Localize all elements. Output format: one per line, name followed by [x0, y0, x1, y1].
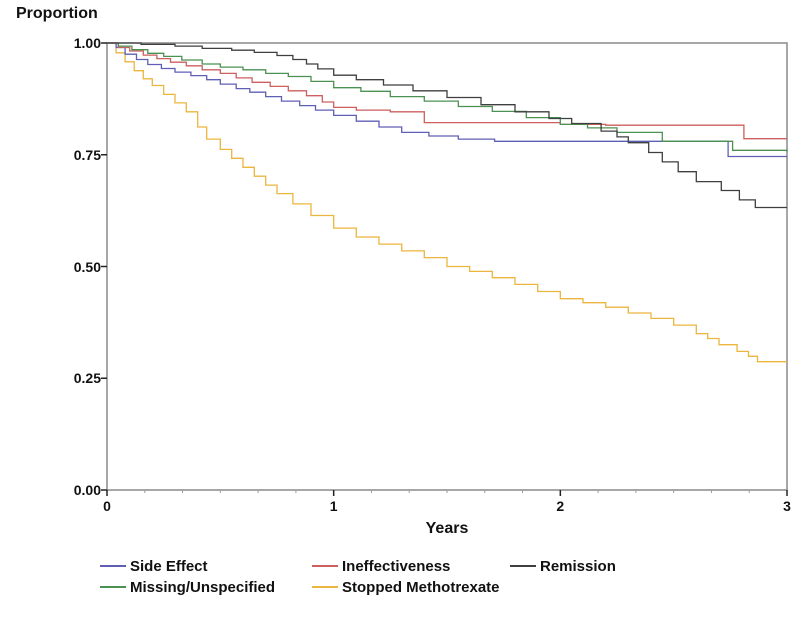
legend-swatch-remission	[510, 565, 536, 567]
legend-label-side-effect: Side Effect	[130, 557, 208, 575]
legend-swatch-stopped-methotrexate	[312, 586, 338, 588]
y-tick-label: 0.75	[73, 146, 101, 163]
curve-remission	[107, 42, 787, 209]
y-tick-label: 0.25	[73, 370, 101, 387]
x-axis-title: Years	[425, 520, 469, 537]
x-tick-label: 0	[103, 498, 111, 514]
y-tick-label: 1.00	[73, 35, 101, 51]
legend-item-missing-unspecified: Missing/Unspecified	[100, 578, 275, 596]
legend-label-missing-unspecified: Missing/Unspecified	[130, 578, 276, 596]
legend-swatch-missing-unspecified	[100, 586, 126, 588]
legend-label-stopped-methotrexate: Stopped Methotrexate	[342, 578, 500, 596]
legend-swatch-ineffectiveness	[312, 565, 338, 567]
legend-swatch-side-effect	[100, 565, 126, 567]
legend: Side Effect Missing/Unspecified Ineffect…	[0, 557, 800, 607]
curve-ineffectiveness	[107, 42, 787, 140]
x-tick-label: 1	[329, 498, 338, 514]
legend-item-stopped-methotrexate: Stopped Methotrexate	[312, 578, 500, 596]
x-tick-label: 3	[783, 498, 791, 514]
curve-side-effect	[107, 42, 787, 158]
x-tick-label: 2	[556, 498, 565, 514]
legend-item-remission: Remission	[510, 557, 616, 575]
curve-stopped-methotrexate	[107, 42, 787, 363]
y-tick-label: 0.00	[73, 482, 101, 498]
chart-title: Proportion	[16, 5, 98, 22]
curve-missing-unspecified	[107, 42, 788, 152]
legend-item-side-effect: Side Effect	[100, 557, 208, 575]
legend-label-ineffectiveness: Ineffectiveness	[342, 557, 451, 575]
legend-label-remission: Remission	[540, 557, 616, 575]
y-tick-label: 0.50	[73, 258, 101, 275]
legend-item-ineffectiveness: Ineffectiveness	[312, 557, 450, 575]
